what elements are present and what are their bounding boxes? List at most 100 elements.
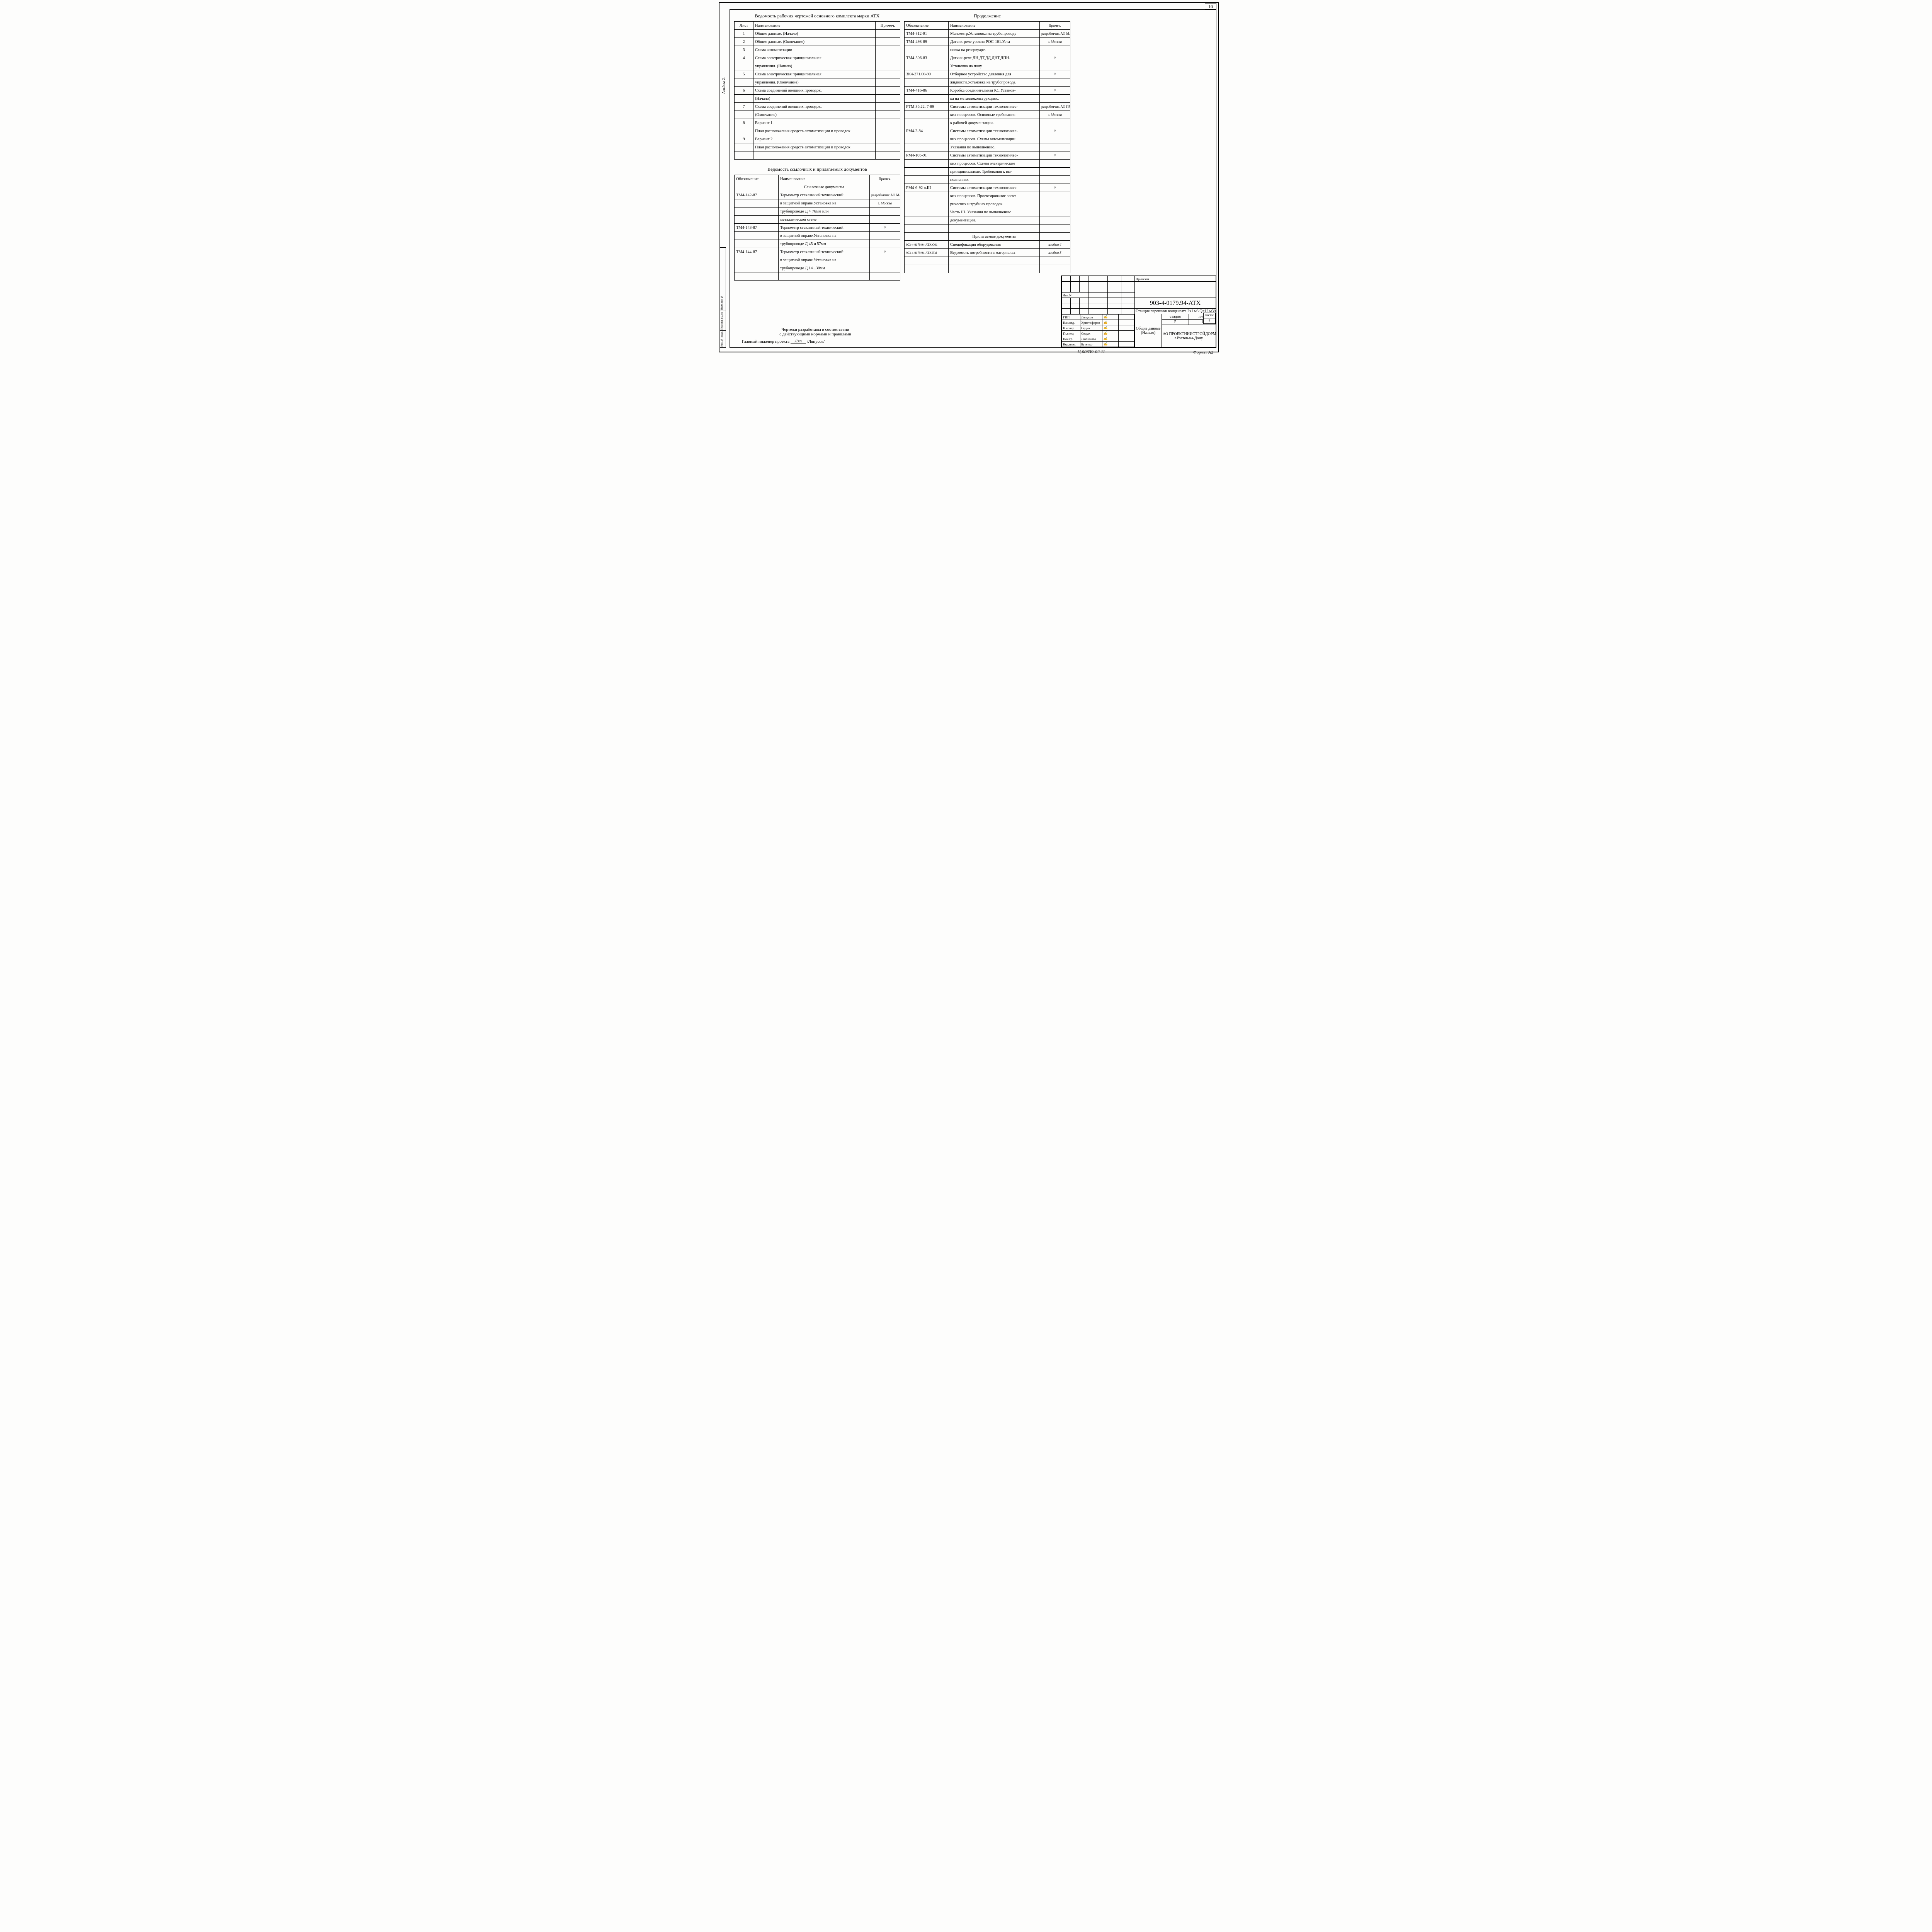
col-val: Р bbox=[1162, 320, 1189, 325]
cell: Схема электрическая принципиальная bbox=[753, 54, 876, 62]
cell: 3 bbox=[735, 46, 753, 54]
cell: 8 bbox=[735, 119, 753, 127]
cell: План расположения средств автоматизации … bbox=[753, 127, 876, 135]
cell bbox=[876, 62, 900, 70]
cell: Вариант 2 bbox=[753, 135, 876, 143]
th: Лист bbox=[735, 22, 753, 30]
album-label: Альбом 2. bbox=[722, 77, 726, 94]
side-stamp-cell: Инв.№ подл. bbox=[720, 331, 726, 347]
cell bbox=[735, 127, 753, 135]
cell bbox=[876, 119, 900, 127]
th: Примеч. bbox=[1040, 22, 1070, 30]
cell: 7 bbox=[735, 103, 753, 111]
table-row: управления. (Начало) bbox=[735, 62, 900, 70]
cell: 2 bbox=[735, 38, 753, 46]
cell: (Окончание) bbox=[753, 111, 876, 119]
cell bbox=[876, 46, 900, 54]
th: Наименование bbox=[753, 22, 876, 30]
th: Обозначение bbox=[735, 175, 779, 183]
footnote-name: /Ляпусов/ bbox=[807, 339, 825, 344]
cell: Схема соединений внешних проводок. bbox=[753, 103, 876, 111]
table-row: 8Вариант 1. bbox=[735, 119, 900, 127]
th: Наименование bbox=[949, 22, 1040, 30]
table-row: 5Схема электрическая принципиальная bbox=[735, 70, 900, 78]
cell bbox=[876, 151, 900, 160]
cell: Общие данные. (Начало) bbox=[753, 30, 876, 38]
cell bbox=[876, 143, 900, 151]
col-label: стадия bbox=[1162, 314, 1189, 320]
table1: Лист Наименование Примеч. 1Общие данные.… bbox=[734, 21, 900, 160]
col-label: листов bbox=[1203, 313, 1216, 318]
cell bbox=[876, 78, 900, 87]
cell bbox=[876, 103, 900, 111]
cell bbox=[876, 38, 900, 46]
th: Примеч. bbox=[870, 175, 900, 183]
archive-number: Ц.00339-02 11 bbox=[1077, 349, 1105, 355]
cell: План расположения средств автоматизации … bbox=[753, 143, 876, 151]
inv-label: Инв.N bbox=[1062, 293, 1088, 298]
cell: 6 bbox=[735, 87, 753, 95]
cell: 9 bbox=[735, 135, 753, 143]
cell: 1 bbox=[735, 30, 753, 38]
table1-title: Ведомость рабочих чертежей основного ком… bbox=[734, 12, 900, 21]
th: Примеч. bbox=[876, 22, 900, 30]
cell: Схема автоматизации bbox=[753, 46, 876, 54]
cell: Схема соединений внешних проводок. bbox=[753, 87, 876, 95]
side-stamp: Инв.№ подл. Подпись и дата Взам.инв.№ bbox=[720, 247, 726, 348]
cell: управления. (Окончание) bbox=[753, 78, 876, 87]
cell bbox=[876, 70, 900, 78]
cell bbox=[753, 151, 876, 160]
table-row: 4Схема электрическая принципиальная bbox=[735, 54, 900, 62]
cell bbox=[876, 135, 900, 143]
cell bbox=[876, 30, 900, 38]
th: Обозначение bbox=[905, 22, 949, 30]
page-number: 10 bbox=[1205, 3, 1216, 10]
th: Наименование bbox=[779, 175, 870, 183]
footnote-line: с действующими нормами и правилами bbox=[742, 332, 889, 337]
cell: 4 bbox=[735, 54, 753, 62]
cell bbox=[876, 127, 900, 135]
cell bbox=[735, 143, 753, 151]
table-row: (Начало) bbox=[735, 95, 900, 103]
title-block: Привязан Инв.N 903-4-0179.94-АТХ Станция… bbox=[1061, 276, 1216, 348]
cell bbox=[735, 111, 753, 119]
table-row bbox=[735, 151, 900, 160]
bound-cell: Привязан bbox=[1135, 276, 1216, 282]
footnote: Чертежи разработаны в соответствии с дей… bbox=[742, 327, 889, 344]
table2-title: Ведомость ссылочных и прилагаемых докуме… bbox=[734, 165, 900, 175]
cell bbox=[735, 95, 753, 103]
table3-title: Продолжение bbox=[904, 12, 1070, 21]
col-val: 9 bbox=[1203, 318, 1216, 324]
footnote-role: Главный инженер проекта bbox=[742, 339, 789, 344]
table-row: 7Схема соединений внешних проводок. bbox=[735, 103, 900, 111]
table-row: (Окончание) bbox=[735, 111, 900, 119]
cell bbox=[876, 87, 900, 95]
signature: Ляп bbox=[791, 339, 806, 344]
table-row: 6Схема соединений внешних проводок. bbox=[735, 87, 900, 95]
table3: Обозначение Наименование Примеч. ТМ4-512… bbox=[904, 21, 1070, 273]
cell bbox=[876, 111, 900, 119]
cell: 5 bbox=[735, 70, 753, 78]
cell: (Начало) bbox=[753, 95, 876, 103]
format-label: Формат А2 bbox=[1193, 350, 1213, 355]
side-stamp-cell: Подпись и дата bbox=[720, 311, 726, 331]
table-row: 3Схема автоматизации bbox=[735, 46, 900, 54]
table-row: План расположения средств автоматизации … bbox=[735, 143, 900, 151]
side-stamp-cell: Взам.инв.№ bbox=[720, 295, 726, 311]
table-row: 2Общие данные. (Окончание) bbox=[735, 38, 900, 46]
table-row: План расположения средств автоматизации … bbox=[735, 127, 900, 135]
table2: Обозначение Наименование Примеч. Ссылочн… bbox=[734, 175, 900, 281]
cell bbox=[735, 151, 753, 160]
cell bbox=[735, 78, 753, 87]
sheet-subtitle: (Начало) bbox=[1141, 331, 1155, 335]
drawing-code: 903-4-0179.94-АТХ bbox=[1135, 298, 1216, 309]
org-city: г.Ростов-на-Дону bbox=[1175, 336, 1203, 340]
cell bbox=[876, 54, 900, 62]
cell: Общие данные. (Окончание) bbox=[753, 38, 876, 46]
cell: управления. (Начало) bbox=[753, 62, 876, 70]
table-row: управления. (Окончание) bbox=[735, 78, 900, 87]
org: АО ПРОЕКТНИИСТРОЙДОРМАШ bbox=[1163, 332, 1216, 336]
cell: Вариант 1. bbox=[753, 119, 876, 127]
table-row: 1Общие данные. (Начало) bbox=[735, 30, 900, 38]
table-row: 9Вариант 2 bbox=[735, 135, 900, 143]
